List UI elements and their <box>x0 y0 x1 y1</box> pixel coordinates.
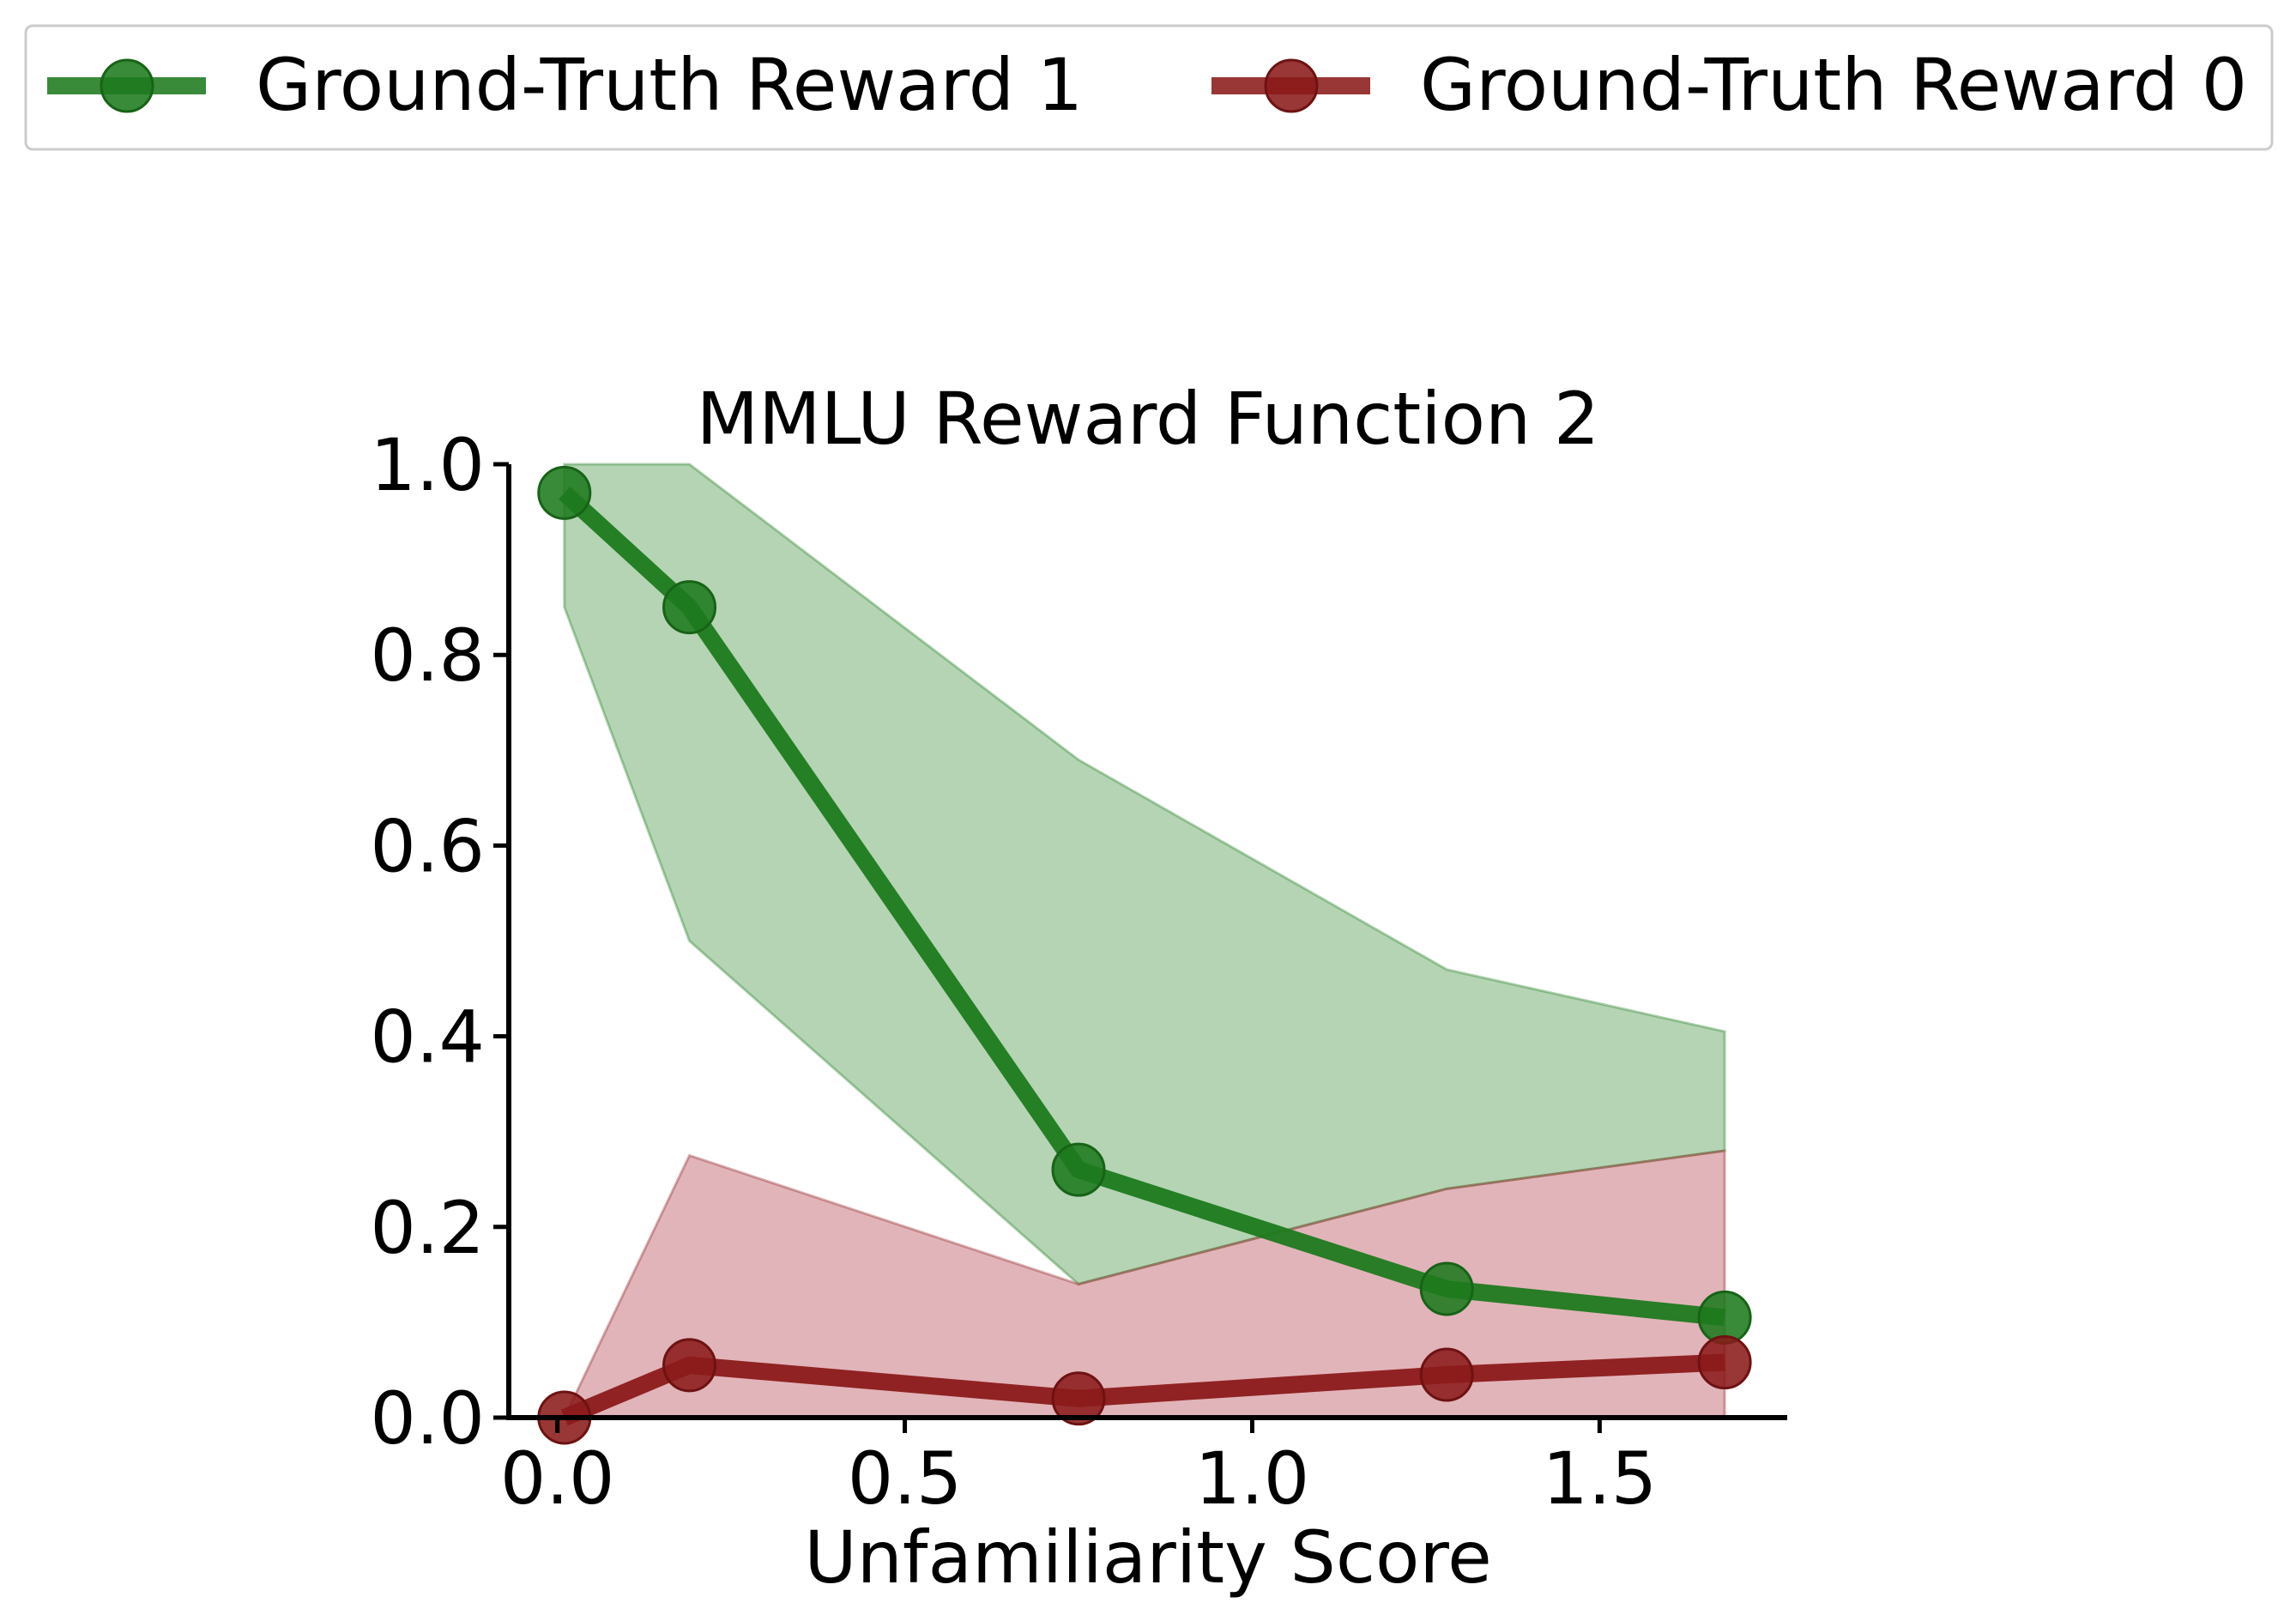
legend-marker-reward-0 <box>1264 58 1319 113</box>
point-reward-0-3 <box>1419 1347 1474 1402</box>
y-tick-label: 0.4 <box>370 995 485 1080</box>
y-ticks: 0.0 0.2 0.4 0.6 0.8 1.0 <box>370 423 509 1461</box>
legend-label-reward-1: Ground-Truth Reward 1 <box>256 43 1083 127</box>
y-tick-label: 0.6 <box>370 804 485 888</box>
x-tick-label: 1.0 <box>1195 1437 1310 1521</box>
legend-label-reward-0: Ground-Truth Reward 0 <box>1420 43 2247 127</box>
band-series-reward-1 <box>563 463 1726 1286</box>
point-reward-0-1 <box>662 1338 717 1393</box>
x-tick-label: 0.5 <box>848 1437 963 1521</box>
chart-title: MMLU Reward Function 2 <box>697 377 1600 461</box>
y-tick-label: 0.8 <box>370 614 485 698</box>
x-tick-label: 0.0 <box>500 1437 615 1521</box>
point-reward-1-1 <box>662 580 717 635</box>
y-tick-label: 0.0 <box>370 1376 485 1461</box>
point-reward-1-0 <box>537 465 592 520</box>
legend-marker-reward-1 <box>100 58 154 113</box>
point-reward-0-4 <box>1697 1335 1752 1390</box>
confidence-bands <box>562 463 1726 1419</box>
y-tick-label: 0.2 <box>370 1186 485 1270</box>
x-ticks: 0.0 0.5 1.0 1.5 <box>500 1418 1657 1521</box>
x-tick-label: 1.5 <box>1543 1437 1658 1521</box>
legend-frame <box>24 24 2274 151</box>
point-reward-1-3 <box>1419 1261 1474 1316</box>
x-axis-label: Unfamiliarity Score <box>804 1515 1492 1600</box>
legend: Ground-Truth Reward 1 Ground-Truth Rewar… <box>24 24 2274 151</box>
y-tick-label: 1.0 <box>370 423 485 507</box>
series-markers <box>537 465 1752 1445</box>
point-reward-1-2 <box>1051 1142 1106 1197</box>
point-reward-0-2 <box>1051 1371 1106 1426</box>
